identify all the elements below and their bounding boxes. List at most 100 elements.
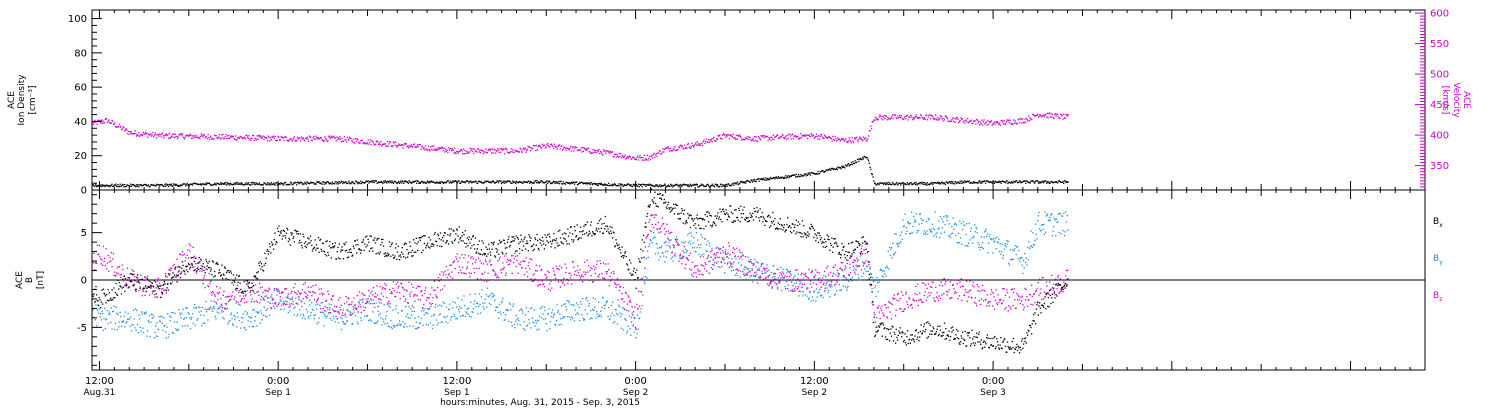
by-series-point-679	[547, 313, 549, 315]
by-series-point-759	[600, 315, 602, 318]
velocity-series-point-944	[794, 135, 797, 137]
bz-series-point-569	[473, 267, 475, 270]
density-series-point-548	[500, 180, 502, 182]
by-series-point-360	[333, 317, 335, 320]
density-series-point-482	[450, 182, 453, 184]
velocity-series-point-211	[249, 138, 251, 140]
density-series-point-850	[724, 185, 727, 187]
by-series-point-351	[327, 308, 329, 311]
by-series-point-69	[138, 314, 140, 316]
velocity-series-point-533	[488, 148, 491, 150]
by-series-point-621	[508, 320, 510, 322]
by-series-point-772	[609, 318, 611, 320]
by-series-point-121	[173, 332, 175, 334]
bz-series-point-231	[246, 290, 249, 292]
bz-series-point-762	[602, 262, 605, 264]
by-series-point-133	[181, 312, 183, 314]
velocity-series-point-236	[267, 135, 270, 137]
velocity-series-point-234	[266, 137, 268, 139]
by-series-point-369	[339, 306, 341, 309]
density-series-point-1249	[1022, 181, 1024, 183]
by-series-point-523	[442, 301, 444, 304]
by-series-point-806	[632, 325, 634, 327]
density-series-point-936	[789, 175, 791, 178]
density-series-point-653	[578, 182, 580, 185]
bz-series-point-619	[506, 258, 509, 261]
velocity-series-point-135	[192, 137, 194, 139]
velocity-series-point-759	[657, 152, 659, 154]
density-series-point-246	[275, 182, 277, 184]
density-series-point-470	[442, 181, 444, 183]
bz-series-point-623	[509, 259, 511, 261]
bz-series-point-615	[504, 255, 506, 257]
density-series-point-115	[177, 185, 179, 187]
by-series-point-478	[412, 325, 414, 327]
by-series-point-513	[435, 319, 438, 321]
density-series-point-1164	[958, 182, 961, 184]
by-series-point-1159	[868, 261, 871, 263]
density-series-point-1241	[1016, 180, 1018, 182]
by-series-point-1396	[1027, 259, 1029, 261]
velocity-series-point-25	[110, 122, 112, 124]
bz-series-point-89	[151, 292, 153, 294]
velocity-series-point-530	[486, 152, 488, 154]
bz-series-point-687	[552, 267, 554, 269]
density-series-point-628	[559, 180, 561, 183]
velocity-series-point-319	[329, 137, 331, 139]
bz-series-point-281	[280, 308, 282, 311]
velocity-series-point-93	[161, 133, 163, 135]
density-series-point-265	[289, 183, 291, 185]
by-series-point-202	[227, 323, 229, 325]
density-series-point-74	[147, 184, 149, 187]
velocity-series-point-567	[514, 149, 516, 151]
by-series-point-990	[755, 266, 757, 268]
velocity-series-point-232	[264, 137, 267, 139]
density-series-point-146	[200, 184, 203, 186]
density-series-point-819	[701, 184, 704, 186]
velocity-series-point-1237	[1013, 119, 1015, 121]
density-series-point-151	[204, 184, 206, 186]
density-series-point-402	[391, 180, 393, 182]
velocity-series-point-773	[667, 146, 669, 148]
velocity-series-point-862	[733, 137, 736, 139]
by-series-point-1055	[799, 283, 801, 285]
bz-series-point-729	[580, 275, 582, 278]
density-series-point-335	[341, 181, 343, 183]
by-series-point-1387	[1021, 264, 1023, 266]
bz-series-point-654	[530, 278, 532, 280]
by-series-point-903	[697, 239, 699, 241]
density-series-point-462	[436, 181, 438, 183]
velocity-series-point-399	[389, 141, 391, 143]
density-series-point-120	[181, 184, 183, 187]
by-series-point-438	[385, 315, 387, 317]
density-series-point-906	[766, 177, 768, 180]
velocity-series-point-1261	[1031, 119, 1033, 121]
velocity-series-point-975	[818, 135, 820, 137]
bz-series-point-308	[298, 298, 300, 301]
by-series-point-951	[729, 261, 731, 263]
velocity-series-point-424	[407, 147, 410, 149]
density-series-point-411	[398, 180, 400, 183]
by-series-point-148	[191, 316, 193, 318]
velocity-series-point-103	[168, 132, 170, 135]
velocity-series-point-1230	[1007, 119, 1010, 121]
bz-series-point-53	[127, 287, 129, 289]
by-series-point-846	[659, 247, 661, 249]
density-series-point-62	[138, 186, 140, 188]
velocity-series-point-1202	[987, 119, 989, 122]
by-series-point-1293	[958, 241, 960, 244]
by-series-point-1336	[987, 252, 989, 254]
velocity-series-point-787	[678, 146, 680, 148]
density-series-point-1193	[980, 181, 982, 183]
density-series-point-1283	[1047, 182, 1049, 184]
density-series-point-891	[755, 180, 757, 183]
density-series-point-1140	[940, 181, 943, 183]
bz-series-point-163	[201, 270, 203, 272]
velocity-series-point-1036	[863, 138, 865, 140]
density-series-point-18	[105, 184, 107, 186]
by-series-point-931	[715, 252, 718, 254]
density-series-point-369	[366, 181, 369, 183]
density-series-point-311	[323, 183, 325, 185]
velocity-series-point-1266	[1034, 115, 1037, 117]
velocity-series-point-1105	[914, 115, 917, 118]
